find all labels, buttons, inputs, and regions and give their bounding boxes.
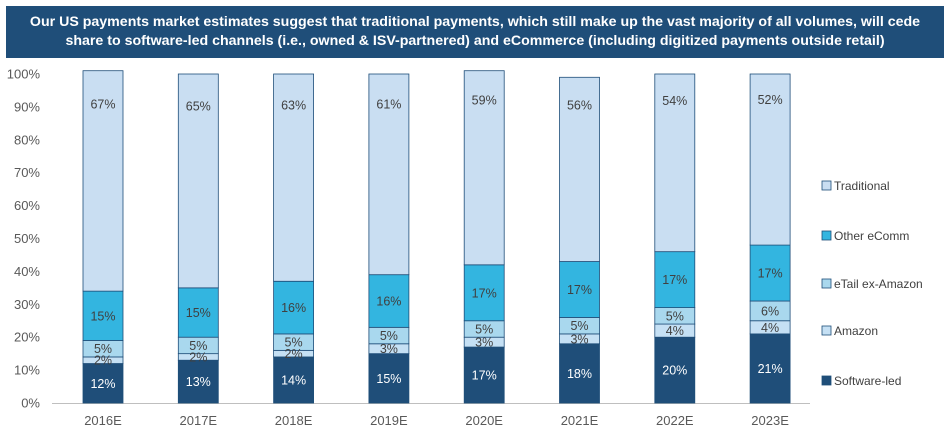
- data-label: 59%: [472, 93, 497, 107]
- data-label: 5%: [666, 309, 684, 323]
- data-label: 65%: [186, 100, 211, 114]
- data-label: 3%: [570, 332, 588, 346]
- data-label: 54%: [662, 94, 687, 108]
- bar-segment: [749, 333, 791, 404]
- x-tick-label: 2021E: [561, 413, 599, 428]
- bars: [82, 70, 791, 404]
- y-tick-label: 80%: [14, 132, 40, 147]
- legend-swatch: [821, 278, 832, 289]
- data-label: 4%: [666, 324, 684, 338]
- bar-segment: [749, 73, 791, 246]
- axes: 0% 10% 20% 30% 40% 50% 60% 70% 80% 90% 100% 2016E 20…: [7, 67, 810, 428]
- data-label: 17%: [758, 267, 783, 281]
- bar-segment: [82, 363, 124, 404]
- y-tick-label: 20%: [14, 330, 40, 345]
- data-label: 2%: [285, 347, 303, 361]
- x-tick-label: 2018E: [275, 413, 313, 428]
- y-tick-label: 60%: [14, 198, 40, 213]
- data-label: 61%: [376, 98, 401, 112]
- bar-segment: [654, 336, 696, 404]
- data-label: 12%: [90, 377, 115, 391]
- data-label: 17%: [567, 283, 592, 297]
- data-label: 67%: [90, 97, 115, 111]
- y-tick-label: 70%: [14, 165, 40, 180]
- legend-label: eTail ex-Amazon: [834, 277, 923, 291]
- data-label: 18%: [567, 367, 592, 381]
- legend-label: Amazon: [834, 324, 878, 338]
- data-label: 63%: [281, 99, 306, 113]
- bar-segment: [82, 290, 124, 341]
- bar-segment: [654, 73, 696, 253]
- data-label: 56%: [567, 98, 592, 112]
- y-tick-label: 10%: [14, 363, 40, 378]
- data-label: 5%: [570, 319, 588, 333]
- data-label: 14%: [281, 373, 306, 387]
- segment-labels: 12%2%5%15%67%13%2%5%15%65%14%2%5%16%63%1…: [90, 93, 782, 391]
- bar-segment: [368, 73, 410, 276]
- data-label: 21%: [758, 362, 783, 376]
- data-label: 2%: [189, 350, 207, 364]
- y-tick-label: 100%: [7, 67, 41, 82]
- data-label: 17%: [662, 273, 687, 287]
- data-label: 17%: [472, 369, 497, 383]
- y-tick-label: 30%: [14, 297, 40, 312]
- legend-swatch: [821, 180, 832, 191]
- legend-swatch: [821, 375, 832, 386]
- data-label: 17%: [472, 286, 497, 300]
- bar-segment: [559, 76, 600, 262]
- x-tick-label: 2016E: [84, 413, 122, 428]
- legend-label: Traditional: [834, 179, 890, 193]
- data-label: 2%: [94, 354, 112, 368]
- x-tick-label: 2019E: [370, 413, 408, 428]
- data-label: 20%: [662, 364, 687, 378]
- x-tick-label: 2022E: [656, 413, 694, 428]
- x-tick-label: 2023E: [751, 413, 789, 428]
- x-tick-label: 2017E: [180, 413, 218, 428]
- bar-segment: [463, 70, 505, 266]
- bar-segment: [273, 73, 315, 282]
- data-label: 5%: [285, 336, 303, 350]
- y-tick-label: 0%: [21, 396, 40, 411]
- data-label: 3%: [380, 342, 398, 356]
- legend-swatch: [821, 230, 832, 241]
- data-label: 15%: [376, 372, 401, 386]
- data-label: 15%: [90, 309, 115, 323]
- data-label: 5%: [94, 342, 112, 356]
- data-label: 15%: [186, 306, 211, 320]
- bar-segment: [82, 70, 124, 292]
- y-tick-label: 40%: [14, 264, 40, 279]
- data-label: 16%: [376, 295, 401, 309]
- legend-label: Software-led: [834, 374, 901, 388]
- legend: Traditional Other eComm eTail ex-Amazon Ama…: [821, 179, 923, 388]
- data-label: 5%: [189, 339, 207, 353]
- bar-segment: [273, 280, 315, 335]
- legend-swatch: [821, 325, 832, 336]
- chart-title: Our US payments market estimates suggest…: [6, 6, 944, 58]
- bar-segment: [559, 343, 600, 404]
- bar-segment: [177, 73, 219, 289]
- data-label: 6%: [761, 304, 779, 318]
- data-label: 52%: [758, 93, 783, 107]
- bar-segment: [654, 251, 696, 308]
- legend-label: Other eComm: [834, 229, 909, 243]
- bar-segment: [368, 274, 410, 328]
- data-label: 5%: [475, 322, 493, 336]
- bar-segment: [559, 261, 600, 318]
- data-label: 4%: [761, 321, 779, 335]
- bar-segment: [368, 353, 410, 404]
- y-tick-label: 50%: [14, 231, 40, 246]
- bar-segment: [273, 356, 315, 404]
- bar-segment: [749, 244, 791, 302]
- data-label: 3%: [475, 336, 493, 350]
- x-tick-label: 2020E: [465, 413, 503, 428]
- bar-segment: [177, 359, 219, 404]
- y-tick-label: 90%: [14, 99, 40, 114]
- bar-segment: [177, 287, 219, 338]
- data-label: 16%: [281, 301, 306, 315]
- data-label: 5%: [380, 329, 398, 343]
- data-label: 13%: [186, 375, 211, 389]
